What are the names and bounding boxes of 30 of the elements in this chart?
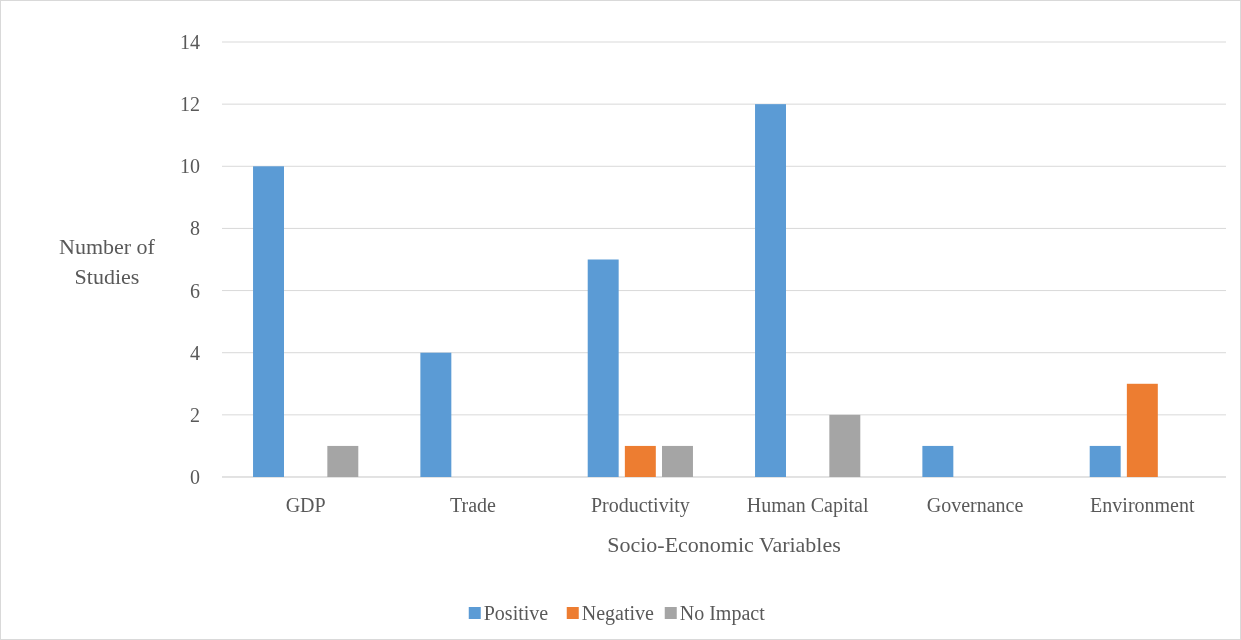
x-tick-label: Human Capital xyxy=(746,494,869,517)
y-tick-label: 10 xyxy=(180,155,200,178)
y-tick-label: 0 xyxy=(190,466,200,488)
y-tick-label: 2 xyxy=(190,403,200,426)
bar xyxy=(1089,445,1121,477)
x-tick-label: Environment xyxy=(1090,494,1195,516)
bar xyxy=(587,259,619,477)
x-tick-label: Trade xyxy=(450,494,497,516)
y-tick-label: 6 xyxy=(190,279,200,302)
legend-label: Negative xyxy=(581,602,655,625)
x-axis-title: Socio-Economic Variables xyxy=(607,532,841,557)
bar xyxy=(1126,383,1158,477)
x-tick-label: Productivity xyxy=(590,494,690,517)
y-tick-label: 4 xyxy=(190,341,200,364)
x-tick-label: Governance xyxy=(926,494,1024,516)
x-tick-label: GDP xyxy=(285,494,326,516)
y-tick-label: 8 xyxy=(190,217,200,240)
y-tick-label: 12 xyxy=(180,93,200,116)
bar xyxy=(662,445,693,477)
y-tick-label: 14 xyxy=(180,31,200,53)
legend-label: Positive xyxy=(483,602,549,624)
bar xyxy=(755,104,786,477)
bar xyxy=(922,445,954,477)
bar xyxy=(420,352,452,477)
bar xyxy=(624,445,656,477)
bar xyxy=(829,414,861,477)
legend-label: No Impact xyxy=(679,602,766,625)
bar xyxy=(327,445,359,477)
y-axis-title: Number of Studies xyxy=(59,234,156,289)
bar xyxy=(253,166,284,477)
